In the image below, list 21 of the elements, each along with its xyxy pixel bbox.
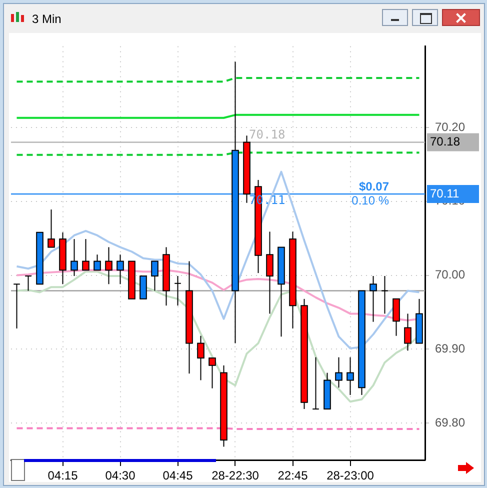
y-tick-label: 69.80 bbox=[435, 415, 466, 430]
y-tick-label: 70.20 bbox=[435, 120, 466, 134]
chart-title: 3 Min bbox=[32, 12, 62, 26]
text: 70.18 bbox=[430, 134, 460, 149]
x-tick-label: 04:45 bbox=[162, 468, 194, 483]
candlestick bbox=[381, 276, 388, 314]
y-tick-label: 70.00 bbox=[435, 268, 466, 282]
annotation: 0.10 % bbox=[352, 193, 390, 208]
x-tick-label: 04:30 bbox=[105, 468, 136, 483]
x-tick-label: 28-23:00 bbox=[326, 468, 374, 483]
candlestick bbox=[13, 284, 20, 329]
y-tick-label: 69.90 bbox=[435, 341, 466, 356]
x-tick-label: 04:15 bbox=[48, 468, 78, 483]
candlestick bbox=[312, 356, 320, 410]
candlestick bbox=[24, 276, 32, 292]
x-tick-label: 28-22:30 bbox=[212, 468, 260, 483]
x-tick-label: 22:45 bbox=[278, 468, 308, 483]
annotation: $0.07 bbox=[358, 179, 390, 194]
ref-line-label: 70.18 bbox=[249, 127, 286, 142]
candlestick bbox=[174, 276, 182, 306]
text: 70.11 bbox=[430, 186, 460, 200]
